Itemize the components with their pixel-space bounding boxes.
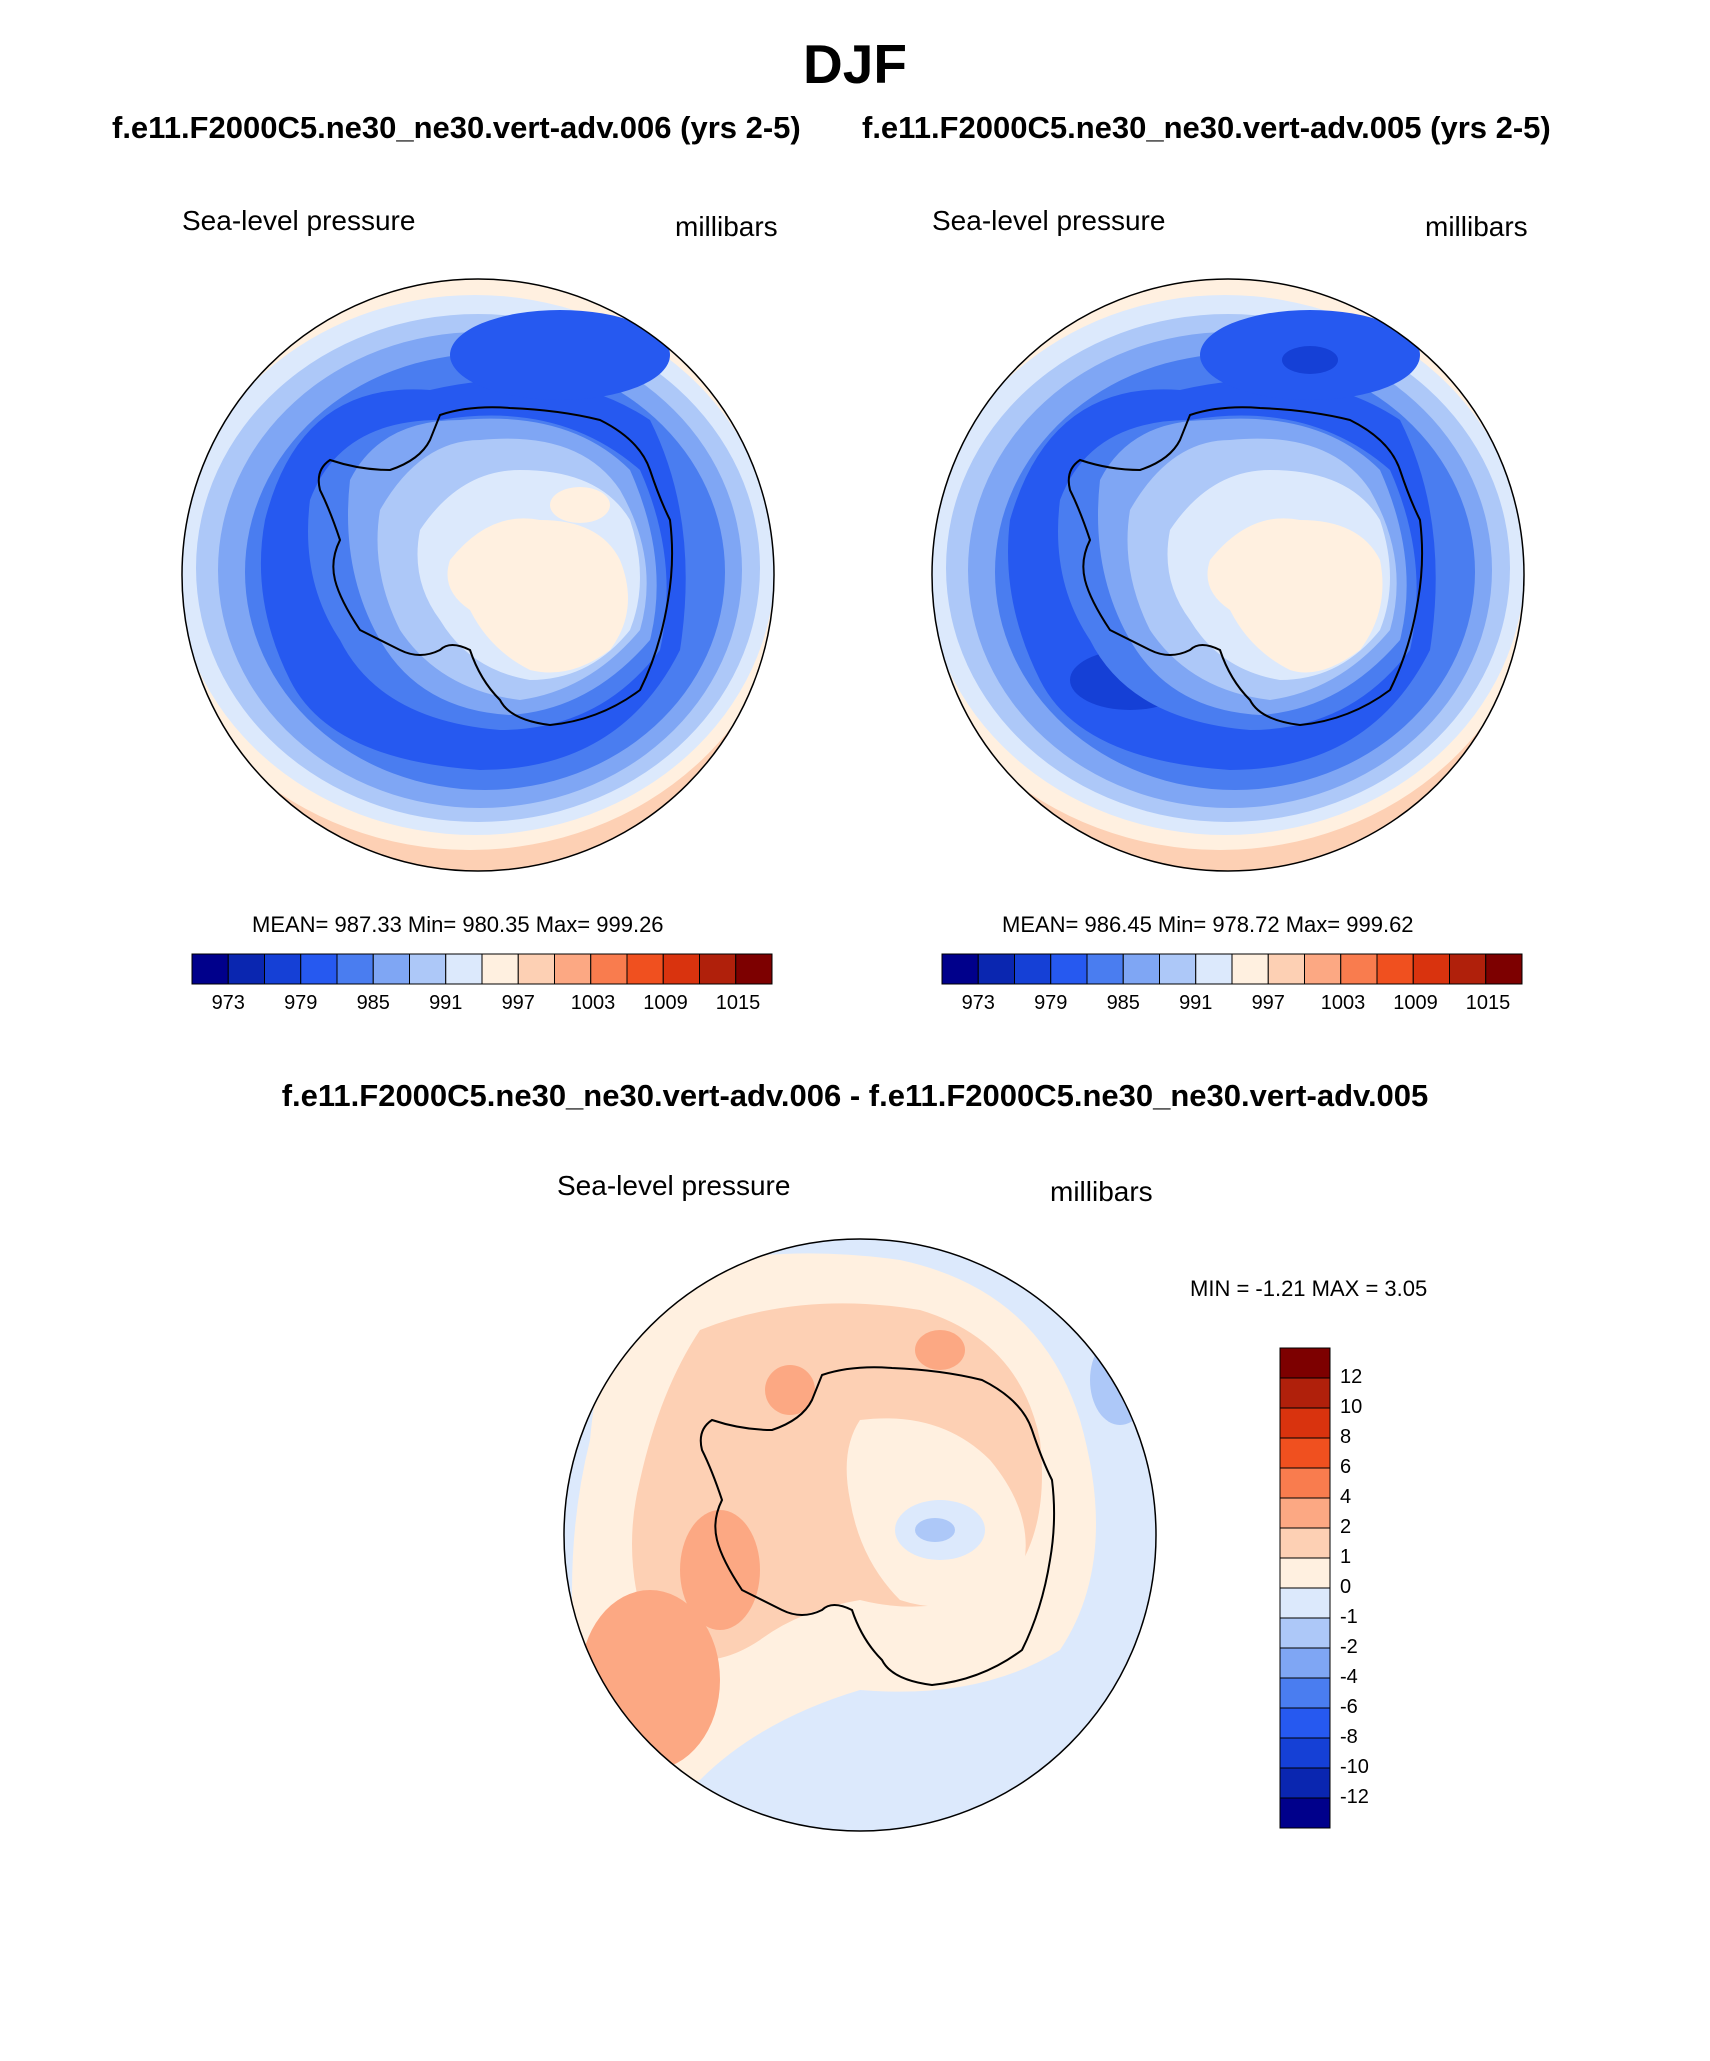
panel-1-colorbar-tick-label: 973 <box>211 992 245 1014</box>
panel-1-colorbar-swatch <box>227 953 265 985</box>
panel-2-colorbar-swatch <box>1122 953 1160 985</box>
panel-2-colorbar-tick-label: 973 <box>961 992 995 1014</box>
diff-colorbar-swatch <box>1279 1437 1331 1469</box>
diff-colorbar-tick-label: -1 <box>1340 1606 1358 1628</box>
panel-2-colorbar-tick-label: 991 <box>1179 992 1213 1014</box>
figure-title: DJF <box>803 33 907 95</box>
panel-1-stats: MEAN= 987.33 Min= 980.35 Max= 999.26 <box>252 912 664 937</box>
diff-colorbar-swatch <box>1279 1707 1331 1739</box>
panel-1-colorbar-tick-label: 1015 <box>715 992 761 1014</box>
panel-1-units-label: millibars <box>675 211 778 242</box>
panel-1-colorbar-tick-label: 1003 <box>570 992 616 1014</box>
panel-2-colorbar <box>941 953 1523 985</box>
panel-1-colorbar-swatch <box>626 953 664 985</box>
panel-2-colorbar-tick-label: 985 <box>1106 992 1140 1014</box>
panel-1-colorbar-swatch <box>590 953 628 985</box>
panel-2-colorbar-swatch <box>941 953 979 985</box>
diff-colorbar-tick-label: -8 <box>1340 1726 1358 1748</box>
panel-2-colorbar-swatch <box>1050 953 1088 985</box>
diff-field-label: Sea-level pressure <box>557 1170 791 1201</box>
panel-1-colorbar-swatch <box>336 953 374 985</box>
panel-2-colorbar-tick-label: 1003 <box>1320 992 1366 1014</box>
panel-2-colorbar-swatch <box>1304 953 1342 985</box>
diff-colorbar-tick-label: 4 <box>1340 1486 1352 1508</box>
diff-colorbar-tick-label: 1 <box>1340 1546 1352 1568</box>
diff-colorbar-tick-label: 0 <box>1340 1576 1352 1598</box>
panel-1-colorbar-swatch <box>517 953 555 985</box>
panel-1-colorbar-swatch <box>699 953 737 985</box>
diff-colorbar-tick-label: -10 <box>1340 1756 1369 1778</box>
panel-1-colorbar <box>191 953 773 985</box>
diff-colorbar-tick-label: 6 <box>1340 1456 1352 1478</box>
panel-1-colorbar-tick-label: 985 <box>356 992 390 1014</box>
diff-colorbar-swatch <box>1279 1617 1331 1649</box>
panel-2-colorbar-tick-label: 979 <box>1034 992 1068 1014</box>
panel-1-field-label: Sea-level pressure <box>182 205 416 236</box>
panel-2-case-title: f.e11.F2000C5.ne30_ne30.vert-adv.005 (yr… <box>862 110 1551 145</box>
diff-colorbar-swatch <box>1279 1557 1331 1589</box>
diff-colorbar-tick-label: -2 <box>1340 1636 1358 1658</box>
panel-2-colorbar-swatch <box>1267 953 1305 985</box>
diff-colorbar-swatch <box>1279 1497 1331 1529</box>
panel-2-colorbar-swatch <box>1412 953 1450 985</box>
panel-2-colorbar-swatch <box>1086 953 1124 985</box>
panel-2-colorbar-swatch <box>977 953 1015 985</box>
diff-colorbar-swatch <box>1279 1647 1331 1679</box>
panel-2-colorbar-tick-label: 1015 <box>1465 992 1511 1014</box>
panel-2-colorbar-swatch <box>1340 953 1378 985</box>
diff-units-label: millibars <box>1050 1176 1153 1207</box>
panel-2-colorbar-swatch <box>1231 953 1269 985</box>
diff-title: f.e11.F2000C5.ne30_ne30.vert-adv.006 - f… <box>281 1078 1429 1113</box>
panel-1-colorbar-tick-label: 997 <box>501 992 535 1014</box>
panel-2-stats: MEAN= 986.45 Min= 978.72 Max= 999.62 <box>1002 912 1414 937</box>
panel-1-colorbar-swatch <box>554 953 592 985</box>
diff-colorbar-swatch <box>1279 1737 1331 1769</box>
panel-1-colorbar-swatch <box>662 953 700 985</box>
diff-colorbar-swatch <box>1279 1407 1331 1439</box>
diff-colorbar-swatch <box>1279 1377 1331 1409</box>
diff-colorbar-tick-label: 2 <box>1340 1516 1352 1538</box>
panel-1-colorbar-tick-label: 1009 <box>643 992 688 1014</box>
panel-1-colorbar-swatch <box>300 953 338 985</box>
diff-colorbar-tick-label: 10 <box>1340 1396 1363 1418</box>
diff-colorbar-tick-label: -12 <box>1340 1786 1369 1808</box>
panel-1-colorbar-swatch <box>735 953 773 985</box>
diff-stats: MIN = -1.21 MAX = 3.05 <box>1190 1276 1428 1301</box>
diff-colorbar-tick-label: -6 <box>1340 1696 1358 1718</box>
panel-2-colorbar-tick-label: 1009 <box>1393 992 1438 1014</box>
diff-colorbar-swatch <box>1279 1797 1331 1829</box>
panel-1-colorbar-swatch <box>372 953 410 985</box>
diff-colorbar-tick-label: 8 <box>1340 1426 1352 1448</box>
diff-colorbar-swatch <box>1279 1527 1331 1559</box>
panel-2-field-label: Sea-level pressure <box>932 205 1166 236</box>
panel-1-colorbar-swatch <box>191 953 229 985</box>
panel-2-colorbar-swatch <box>1159 953 1197 985</box>
diff-colorbar-swatch <box>1279 1767 1331 1799</box>
diff-colorbar-swatch <box>1279 1587 1331 1619</box>
panel-2-colorbar-swatch <box>1485 953 1523 985</box>
panel-2-units-label: millibars <box>1425 211 1528 242</box>
panel-1-colorbar-swatch <box>264 953 302 985</box>
panel-1-case-title: f.e11.F2000C5.ne30_ne30.vert-adv.006 (yr… <box>112 110 801 145</box>
diff-colorbar-tick-label: -4 <box>1340 1666 1358 1688</box>
panel-2-colorbar-swatch <box>1014 953 1052 985</box>
diff-colorbar-swatch <box>1279 1347 1331 1379</box>
panel-1-colorbar-swatch <box>409 953 447 985</box>
panel-2-colorbar-tick-label: 997 <box>1251 992 1285 1014</box>
panel-2-colorbar-swatch <box>1376 953 1414 985</box>
diff-colorbar-tick-label: 12 <box>1340 1366 1363 1388</box>
diff-colorbar-swatch <box>1279 1467 1331 1499</box>
panel-1-colorbar-tick-label: 979 <box>284 992 318 1014</box>
panel-2-colorbar-swatch <box>1195 953 1233 985</box>
panel-1-colorbar-swatch <box>481 953 519 985</box>
diff-colorbar-swatch <box>1279 1677 1331 1709</box>
diff-colorbar <box>1279 1347 1331 1829</box>
panel-1-colorbar-tick-label: 991 <box>429 992 463 1014</box>
panel-1-colorbar-swatch <box>445 953 483 985</box>
panel-2-colorbar-swatch <box>1449 953 1487 985</box>
